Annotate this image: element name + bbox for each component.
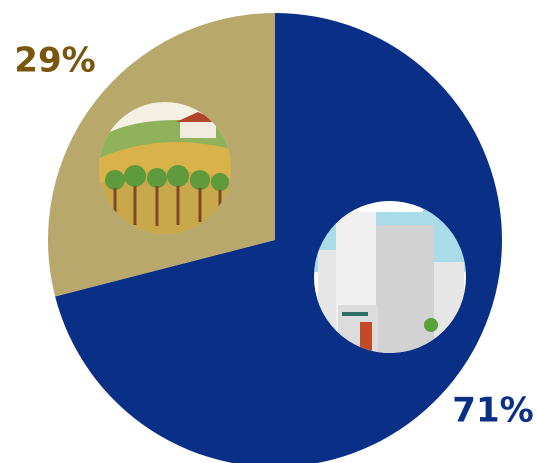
- rural-illustration: [99, 102, 231, 234]
- value-label: 71%: [452, 391, 533, 431]
- city-illustration: [314, 201, 466, 353]
- value-label: 29%: [14, 41, 95, 81]
